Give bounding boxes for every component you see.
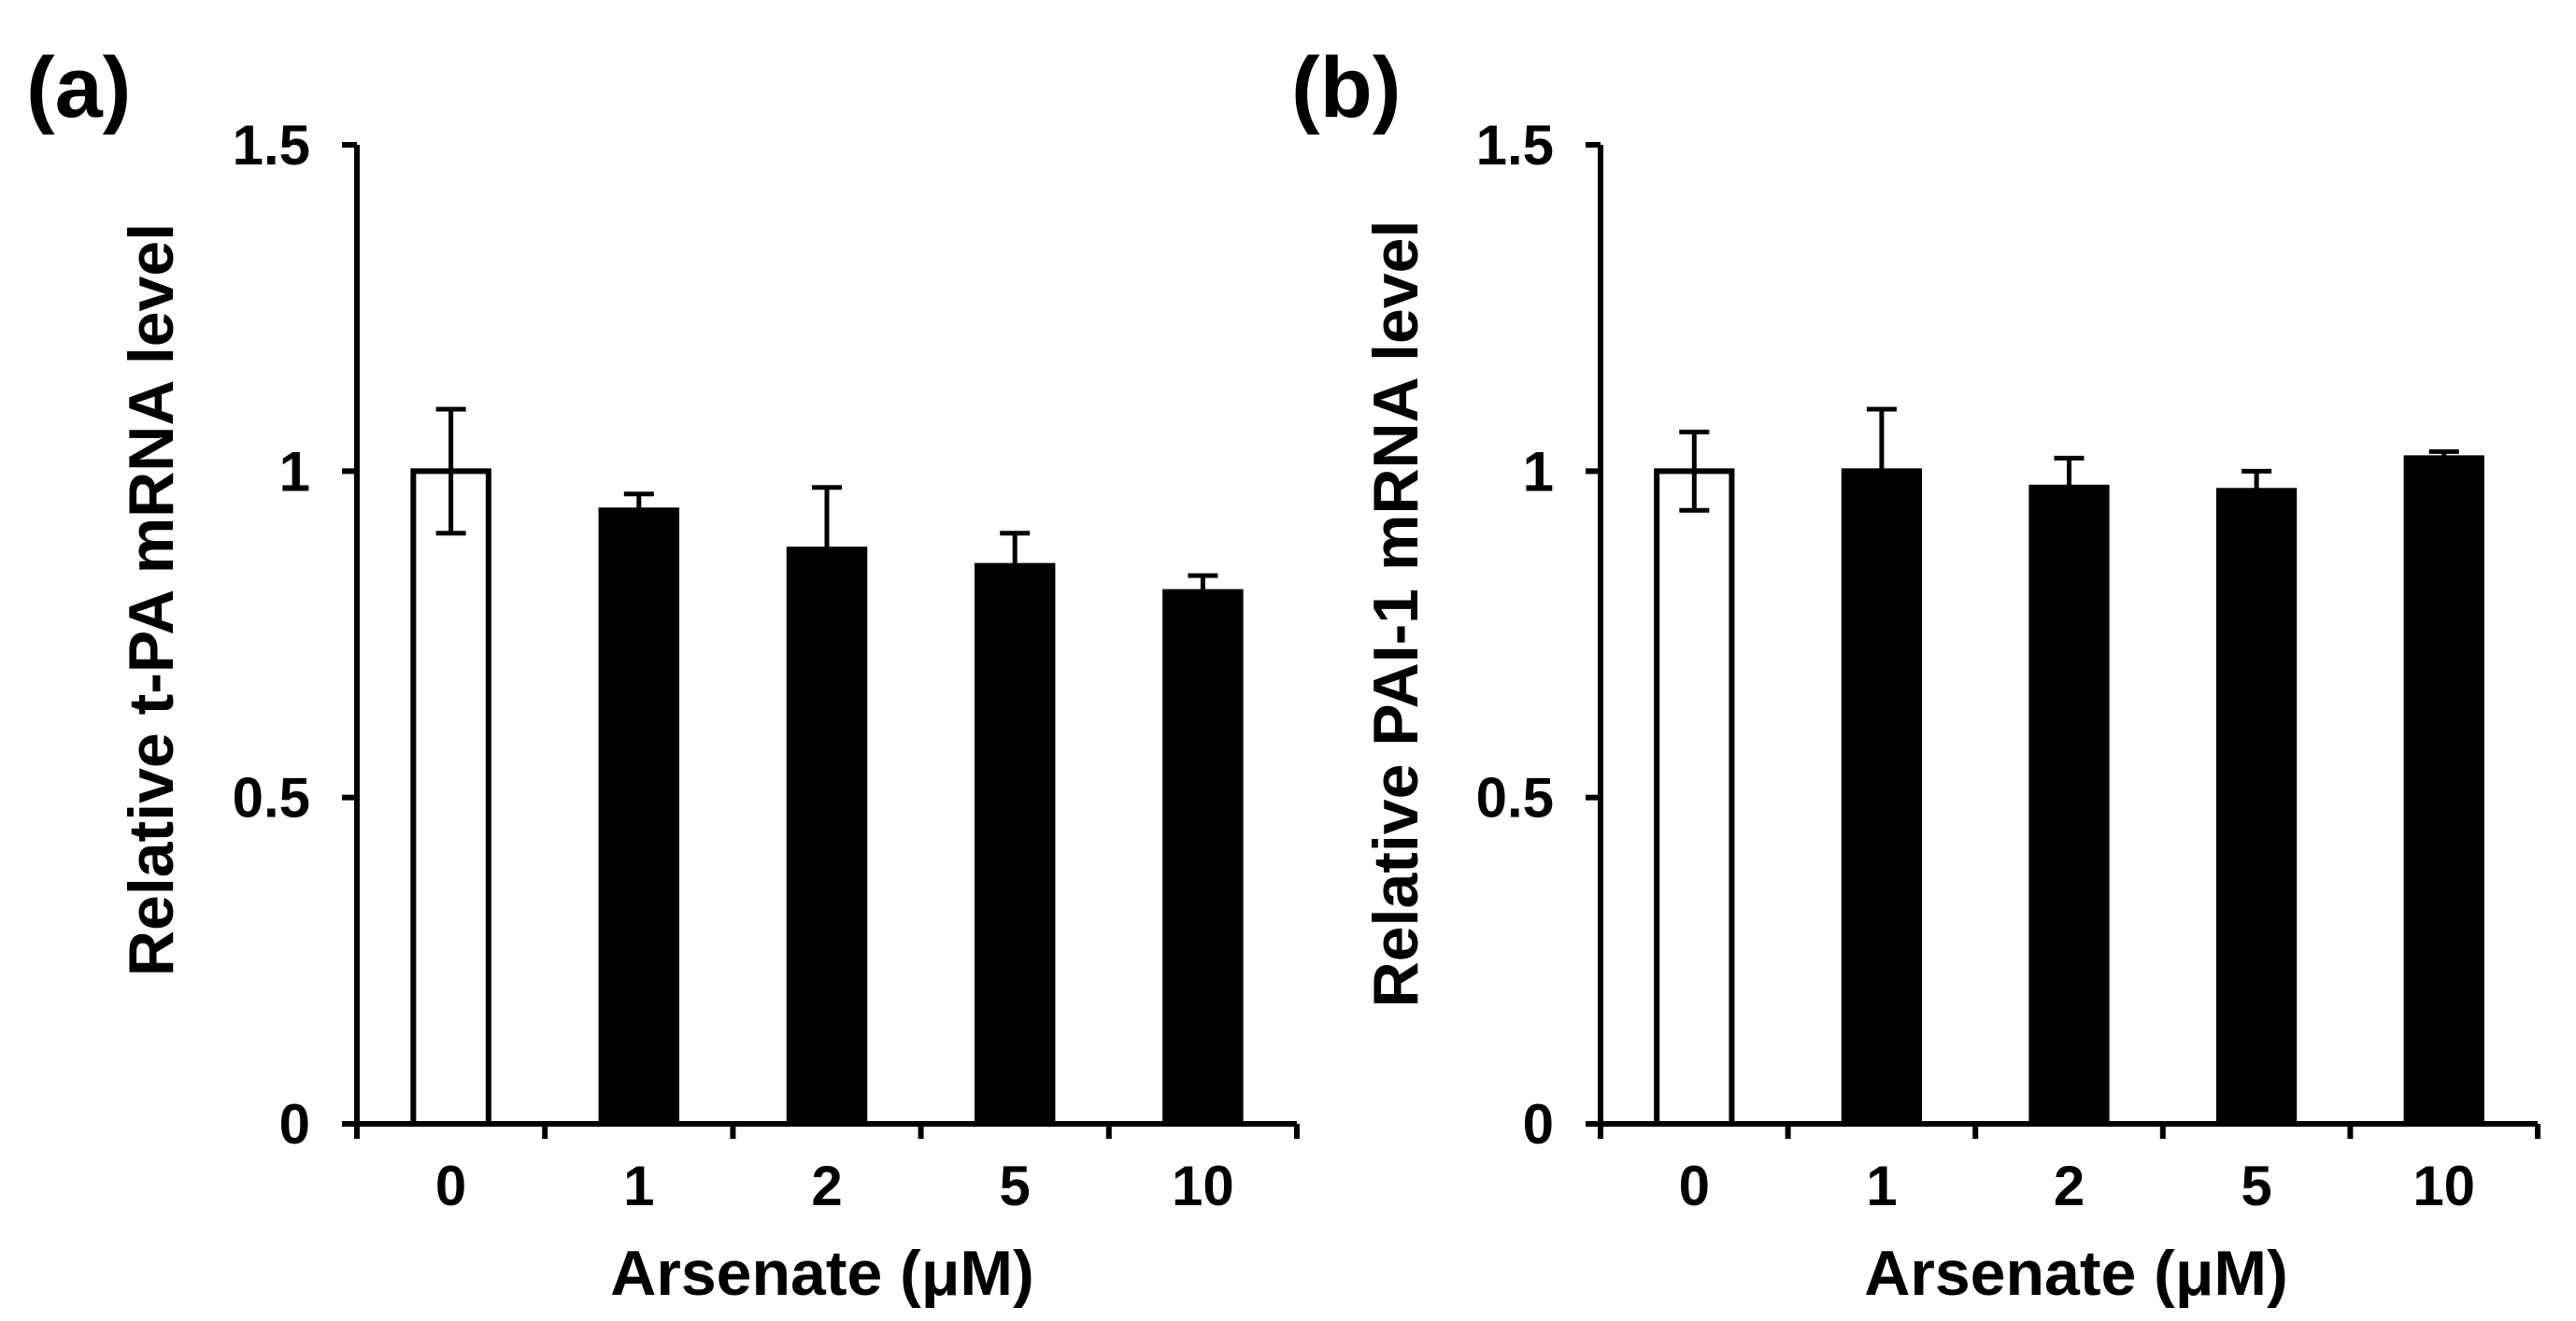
bar-10 xyxy=(1162,589,1244,1127)
y-tick-label: 1 xyxy=(1523,440,1554,503)
panel-label-b: (b) xyxy=(1291,40,1401,135)
x-tick-label-0: 0 xyxy=(435,1155,466,1217)
x-tick-label-1: 1 xyxy=(1866,1155,1897,1217)
x-axis-label-a: Arsenate (μM) xyxy=(610,1238,1033,1309)
y-tick-label: 1.5 xyxy=(1476,114,1554,177)
bar-1 xyxy=(598,507,680,1127)
bar-5 xyxy=(974,562,1056,1127)
x-tick-label-10: 10 xyxy=(1172,1155,1234,1217)
x-tick-label-0: 0 xyxy=(1679,1155,1710,1217)
x-tick-label-2: 2 xyxy=(2054,1155,2085,1217)
bar-1 xyxy=(1841,468,1923,1128)
y-tick-label: 0.5 xyxy=(233,767,310,830)
y-axis-label-a: Relative t-PA mRNA level xyxy=(116,223,187,976)
x-tick-label-5: 5 xyxy=(1000,1155,1031,1217)
y-tick-label: 0 xyxy=(279,1093,310,1156)
bar-5 xyxy=(2215,488,2298,1127)
bar-2 xyxy=(786,547,868,1127)
y-axis-label-b: Relative PAI-1 mRNA level xyxy=(1360,220,1431,1008)
y-tick-label: 1.5 xyxy=(233,114,310,177)
x-tick-label-1: 1 xyxy=(623,1155,654,1217)
bar-0 xyxy=(1654,468,1735,1128)
bar-10 xyxy=(2403,455,2484,1127)
y-tick-label: 0.5 xyxy=(1476,767,1554,830)
y-tick-label: 0 xyxy=(1523,1093,1554,1156)
x-tick-label-2: 2 xyxy=(811,1155,842,1217)
x-axis-label-b: Arsenate (μM) xyxy=(1864,1238,2287,1309)
bar-2 xyxy=(2028,484,2110,1127)
x-tick-label-10: 10 xyxy=(2412,1155,2475,1217)
chart-panel-a: (a) Relative t-PA mRNA level Arsenate (μ… xyxy=(26,40,1300,1309)
y-tick-label: 1 xyxy=(279,440,310,503)
panel-label-a: (a) xyxy=(26,40,131,135)
chart-panel-b: (b) Relative PAI-1 mRNA level Arsenate (… xyxy=(1291,40,2540,1309)
bar-0 xyxy=(410,468,491,1128)
plot-area-a: 0 0.5 1 1.5 0 1 2 5 10 xyxy=(233,114,1300,1217)
x-tick-label-5: 5 xyxy=(2241,1155,2271,1217)
plot-area-b: 0 0.5 1 1.5 0 1 2 5 10 xyxy=(1476,114,2540,1217)
